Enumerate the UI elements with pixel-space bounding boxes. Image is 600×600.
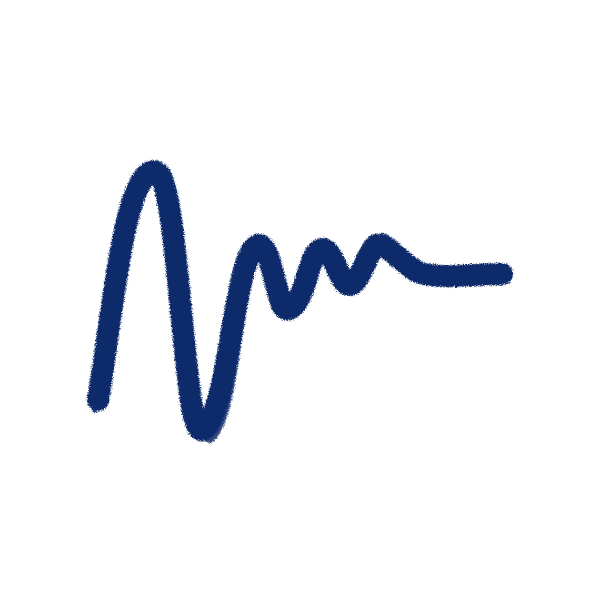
brush-stroke [87,160,513,443]
wave-stroke-texture [92,163,509,443]
